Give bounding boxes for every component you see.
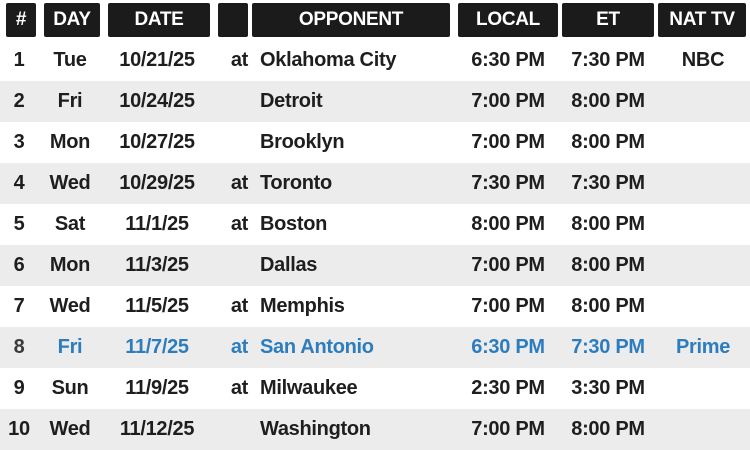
game-number: 3 [13,131,25,153]
column-header-national-tv-label: NAT TV [658,3,746,37]
opponent-name: Dallas [260,254,318,276]
column-header-eastern-time: ET [560,3,656,37]
opponent-name: Toronto [260,172,332,194]
local-time: 7:30 PM [471,172,545,194]
opponent-name: Brooklyn [260,131,345,153]
eastern-time: 8:00 PM [571,131,645,153]
eastern-time: 3:30 PM [571,377,645,399]
local-time: 2:30 PM [471,377,545,399]
eastern-time: 7:30 PM [571,49,645,71]
column-header-eastern-time-label: ET [562,3,654,37]
local-time: 6:30 PM [471,336,545,358]
national-tv-network: NBC [681,49,725,71]
game-day: Mon [49,131,91,153]
game-number: 8 [13,336,25,358]
game-day: Wed [49,418,91,440]
game-day: Tue [53,49,87,71]
game-date: 10/21/25 [119,49,195,71]
game-day: Wed [49,295,91,317]
game-number: 10 [8,418,30,440]
local-time: 7:00 PM [471,254,545,276]
game-day: Fri [57,90,83,112]
local-time: 7:00 PM [471,295,545,317]
game-number: 2 [13,90,25,112]
national-tv-network: Prime [675,336,731,358]
game-number: 1 [13,49,25,71]
local-time: 7:00 PM [471,131,545,153]
eastern-time: 7:30 PM [571,336,645,358]
game-date: 10/29/25 [119,172,195,194]
game-day: Sun [51,377,89,399]
eastern-time: 8:00 PM [571,418,645,440]
game-date: 11/1/25 [125,213,189,235]
home-away-indicator: at [230,377,248,399]
home-away-indicator: at [230,172,248,194]
column-header-number: # [0,3,38,37]
schedule-row: 7 Wed 11/5/25 at Memphis 7:00 PM 8:00 PM [0,286,750,327]
column-header-day: DAY [38,3,102,37]
eastern-time: 8:00 PM [571,213,645,235]
game-number: 5 [13,213,25,235]
eastern-time: 7:30 PM [571,172,645,194]
home-away-indicator: at [230,213,248,235]
column-header-opponent: OPPONENT [250,3,456,37]
opponent-name: Detroit [260,90,323,112]
opponent-name: Milwaukee [260,377,358,399]
opponent-name: Washington [260,418,371,440]
game-number: 4 [13,172,25,194]
game-date: 11/3/25 [125,254,189,276]
game-date: 10/24/25 [119,90,195,112]
schedule-row: 10 Wed 11/12/25 Washington 7:00 PM 8:00 … [0,409,750,450]
home-away-indicator: at [230,49,248,71]
schedule-header-row: # DAY DATE OPPONENT LOCAL ET NAT TV [0,0,750,40]
column-header-number-label: # [6,3,36,37]
opponent-name: Oklahoma City [260,49,397,71]
eastern-time: 8:00 PM [571,90,645,112]
local-time: 7:00 PM [471,418,545,440]
column-header-home-away [212,3,250,37]
game-date: 10/27/25 [119,131,195,153]
column-header-date: DATE [102,3,212,37]
game-number: 9 [13,377,25,399]
eastern-time: 8:00 PM [571,295,645,317]
game-number: 7 [13,295,25,317]
column-header-home-away-label [218,3,248,37]
column-header-local-time-label: LOCAL [458,3,558,37]
schedule-body: 1 Tue 10/21/25 at Oklahoma City 6:30 PM … [0,40,750,450]
game-date: 11/5/25 [125,295,189,317]
column-header-national-tv: NAT TV [656,3,750,37]
schedule-row: 3 Mon 10/27/25 Brooklyn 7:00 PM 8:00 PM [0,122,750,163]
game-day: Fri [57,336,83,358]
opponent-name: Boston [260,213,328,235]
game-date: 11/7/25 [125,336,189,358]
home-away-indicator: at [230,295,248,317]
schedule-row: 6 Mon 11/3/25 Dallas 7:00 PM 8:00 PM [0,245,750,286]
game-day: Mon [49,254,91,276]
schedule-row: 9 Sun 11/9/25 at Milwaukee 2:30 PM 3:30 … [0,368,750,409]
column-header-opponent-label: OPPONENT [252,3,450,37]
game-day: Wed [49,172,91,194]
opponent-name: San Antonio [260,336,374,358]
game-date: 11/9/25 [125,377,189,399]
local-time: 7:00 PM [471,90,545,112]
schedule-row: 5 Sat 11/1/25 at Boston 8:00 PM 8:00 PM [0,204,750,245]
opponent-name: Memphis [260,295,345,317]
schedule-row: 1 Tue 10/21/25 at Oklahoma City 6:30 PM … [0,40,750,81]
schedule-row: 2 Fri 10/24/25 Detroit 7:00 PM 8:00 PM [0,81,750,122]
game-number: 6 [13,254,25,276]
column-header-date-label: DATE [108,3,210,37]
local-time: 6:30 PM [471,49,545,71]
column-header-local-time: LOCAL [456,3,560,37]
home-away-indicator: at [230,336,248,358]
schedule-row: 4 Wed 10/29/25 at Toronto 7:30 PM 7:30 P… [0,163,750,204]
column-header-day-label: DAY [44,3,100,37]
game-day: Sat [54,213,86,235]
game-date: 11/12/25 [119,418,195,440]
eastern-time: 8:00 PM [571,254,645,276]
local-time: 8:00 PM [471,213,545,235]
schedule-row: 8 Fri 11/7/25 at San Antonio 6:30 PM 7:3… [0,327,750,368]
